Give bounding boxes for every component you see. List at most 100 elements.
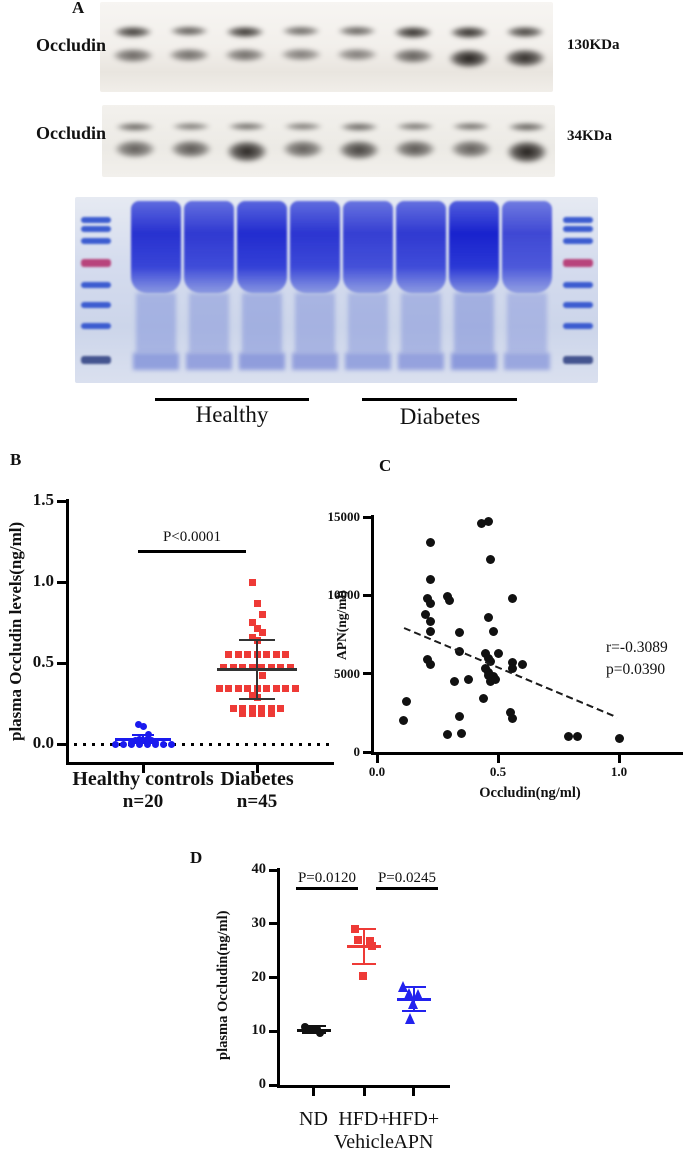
blot-band (166, 137, 216, 162)
blot-band (388, 24, 438, 41)
data-point (253, 599, 261, 607)
data-point (248, 691, 256, 699)
panel-d-y-axis-title: plasma Occludin(ng/ml) (215, 910, 231, 1060)
data-point (272, 685, 280, 693)
gel-ladder-band (81, 322, 111, 329)
panel-b-x-axis (66, 762, 334, 765)
panel-d-y-tick (269, 868, 277, 872)
gel-lane-smear (401, 293, 441, 353)
panel-c-y-tick-label: 0 (353, 744, 361, 759)
gel-ladder-band (563, 356, 593, 365)
data-point (277, 704, 285, 712)
panel-a-label: A (72, 0, 85, 17)
gel-ladder-band (81, 259, 111, 268)
gel-ladder-band (81, 225, 111, 232)
gel-ladder-band (563, 281, 593, 288)
gel-lane-bottom-band (398, 353, 444, 370)
blot-band (332, 46, 382, 64)
panel-b-y-axis (66, 499, 69, 765)
blot-band (108, 46, 158, 65)
data-point (486, 657, 496, 667)
mean-line (217, 667, 297, 671)
panel-c-x-axis-title: Occludin(ng/ml) (479, 785, 581, 801)
mean-line (296, 1028, 331, 1032)
gel-ladder-band (563, 225, 593, 232)
data-point (420, 609, 430, 619)
data-point (267, 704, 275, 712)
data-point (505, 708, 515, 718)
data-point (151, 740, 159, 748)
panel-b-y-tick (57, 661, 66, 665)
gel-lane-blob (131, 201, 181, 293)
gel-lane-bottom-band (504, 353, 550, 370)
blot-band (220, 46, 270, 65)
panel-d-y-tick-label: 20 (251, 968, 267, 985)
blot-band (278, 121, 328, 132)
blot-band (220, 24, 270, 41)
blot-band (500, 24, 550, 40)
panel-c-y-tick (363, 515, 371, 519)
panel-b-group-n: n=45 (236, 791, 278, 812)
gel-lane-smear (189, 293, 229, 353)
gel-ladder-band (563, 322, 593, 329)
gel-group-label-diabetes: Diabetes (399, 404, 481, 429)
data-point (131, 737, 139, 745)
data-point (147, 737, 155, 745)
panel-d-x-tick (362, 1085, 366, 1096)
gel-ladder-band (563, 259, 593, 268)
data-point (413, 989, 423, 1001)
data-point (425, 598, 435, 608)
data-point (457, 728, 467, 738)
gel-lane-bottom-band (292, 353, 338, 370)
panel-b-y-tick-label: 1.0 (32, 571, 54, 590)
mean-line (347, 944, 381, 948)
data-point (263, 651, 270, 659)
panel-b-y-tick-label: 1.5 (32, 490, 54, 509)
panel-b-group-n: n=20 (122, 791, 164, 812)
data-point (508, 713, 518, 723)
blot-band (108, 24, 158, 41)
gel-lane-blob (237, 201, 287, 293)
data-point (263, 685, 270, 693)
panel-c-x-axis (371, 752, 683, 755)
data-point (258, 628, 266, 636)
panel-d-y-tick-label: 0 (258, 1076, 266, 1092)
data-point (282, 651, 289, 659)
error-bar-cap (301, 1032, 326, 1035)
data-point (258, 664, 266, 672)
data-point (493, 648, 503, 658)
data-point (248, 664, 256, 672)
data-point (159, 740, 167, 748)
western-blot-34kda-image (102, 105, 555, 177)
gel-lane-blob (449, 201, 499, 293)
data-point (267, 709, 275, 717)
gel-lane-bottom-band (345, 353, 391, 370)
blot-band (222, 137, 272, 167)
data-point (483, 517, 493, 527)
panel-c-regression-line (403, 626, 617, 718)
data-point (258, 704, 266, 712)
data-point (253, 625, 261, 633)
blot-band (278, 137, 328, 161)
panel-c-label: C (379, 456, 392, 475)
panel-c-y-axis (371, 515, 374, 755)
panel-b-x-tick (141, 762, 145, 773)
panel-b-group-name: Healthy controls (72, 768, 214, 790)
blot-band (446, 137, 496, 161)
panel-c-x-tick-label: 0.0 (368, 764, 386, 779)
data-point (244, 651, 251, 659)
data-point (234, 685, 242, 693)
panel-d-y-tick (269, 1029, 277, 1033)
blot-band (332, 24, 382, 38)
blot-band (444, 24, 494, 41)
panel-c-y-tick-label: 5000 (334, 665, 360, 681)
healthy-group-underline (155, 398, 309, 401)
panel-d-significance-label: P=0.0245 (377, 870, 437, 886)
panel-d-significance-line (376, 887, 438, 890)
blot-band (446, 121, 496, 133)
data-point (491, 675, 501, 685)
blot-band (164, 46, 214, 65)
panel-d-y-tick (269, 922, 277, 926)
data-point (282, 685, 289, 693)
